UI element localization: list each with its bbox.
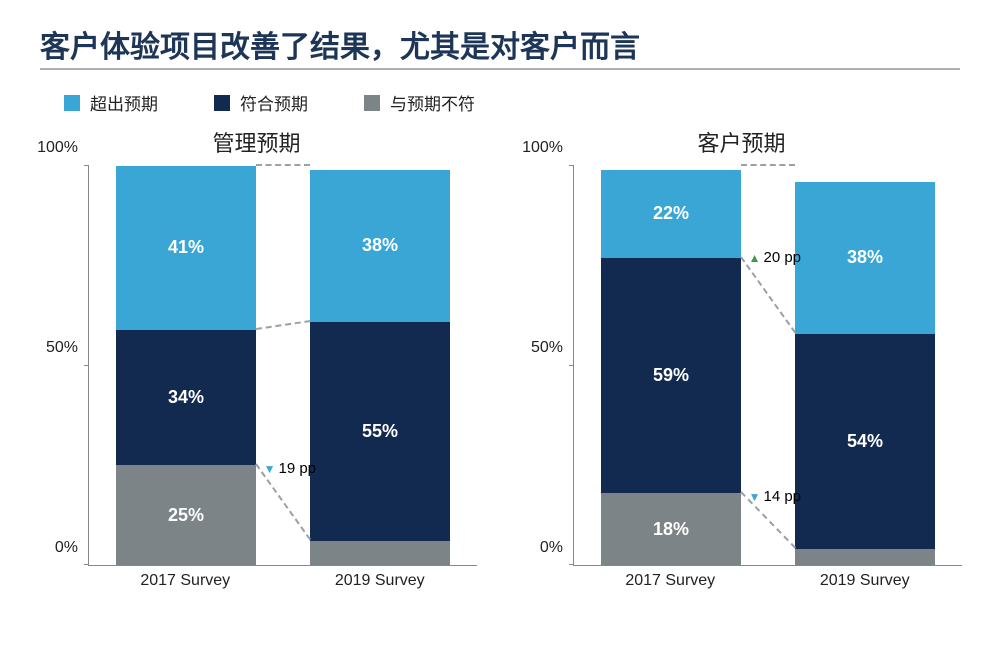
y-tick-label: 0% — [540, 539, 563, 557]
legend-swatch — [64, 95, 80, 111]
bar-segment-meet: 34% — [116, 330, 256, 466]
bars: 25%34%41% 6%55%38% — [89, 166, 477, 565]
bar-segment-not: 25% — [116, 465, 256, 565]
plot-area: 25%34%41%6%55%38%▼19 pp — [88, 166, 477, 566]
x-tick-label: 2019 Survey — [283, 566, 478, 596]
triangle-up-icon: ▲ — [749, 251, 761, 265]
bar-segment-exc: 41% — [116, 166, 256, 330]
delta-callout: ▼14 pp — [749, 488, 801, 505]
delta-callout: ▼19 pp — [264, 460, 316, 477]
legend-item-exceed: 超出预期 — [64, 90, 158, 115]
y-tick-label: 50% — [531, 339, 563, 357]
bar-slot: 25%34%41% — [89, 166, 283, 565]
legend-label: 超出预期 — [90, 90, 158, 115]
bar-slot: 18%59%22% — [574, 166, 768, 565]
stacked-bar: 4%54%38% — [795, 166, 935, 565]
x-axis: 2017 Survey2019 Survey — [88, 566, 477, 596]
stacked-bar: 25%34%41% — [116, 166, 256, 565]
bar-segment-not: 4% — [795, 549, 935, 565]
x-tick-label: 2019 Survey — [768, 566, 963, 596]
plot: 0%50%100%25%34%41%6%55%38%▼19 pp2017 Sur… — [88, 166, 477, 596]
delta-text: 14 pp — [763, 488, 801, 505]
page-title: 客户体验项目改善了结果，尤其是对客户而言 — [40, 22, 640, 66]
x-tick-label: 2017 Survey — [88, 566, 283, 596]
title-underline — [40, 68, 960, 70]
bar-segment-meet: 59% — [601, 258, 741, 493]
legend-label: 符合预期 — [240, 90, 308, 115]
bar-segment-exc: 38% — [795, 182, 935, 334]
y-tick-label: 50% — [46, 339, 78, 357]
chart: 客户预期0%50%100%18%59%22%4%54%38%▲20 pp▼14 … — [509, 126, 974, 596]
y-axis: 0%50%100% — [509, 166, 569, 566]
y-tick-label: 100% — [37, 139, 78, 157]
bar-segment-exc: 22% — [601, 170, 741, 258]
bar-segment-meet: 55% — [310, 322, 450, 541]
bar-slot: 6%55%38% — [283, 166, 477, 565]
bar-segment-exc: 38% — [310, 170, 450, 322]
bar-segment-meet: 54% — [795, 334, 935, 549]
chart-title: 客户预期 — [509, 126, 974, 158]
chart-title: 管理预期 — [24, 126, 489, 158]
bar-segment-not: 6% — [310, 541, 450, 565]
bar-segment-not: 18% — [601, 493, 741, 565]
legend-item-notmeet: 与预期不符 — [364, 90, 475, 115]
delta-callout: ▲20 pp — [749, 249, 801, 266]
y-tick-label: 0% — [55, 539, 78, 557]
y-axis: 0%50%100% — [24, 166, 84, 566]
y-tick-label: 100% — [522, 139, 563, 157]
delta-text: 20 pp — [763, 249, 801, 266]
plot-area: 18%59%22%4%54%38%▲20 pp▼14 pp — [573, 166, 962, 566]
legend-label: 与预期不符 — [390, 90, 475, 115]
legend: 超出预期 符合预期 与预期不符 — [64, 90, 475, 115]
x-axis: 2017 Survey2019 Survey — [573, 566, 962, 596]
x-tick-label: 2017 Survey — [573, 566, 768, 596]
legend-swatch — [364, 95, 380, 111]
delta-text: 19 pp — [278, 460, 316, 477]
stacked-bar: 6%55%38% — [310, 166, 450, 565]
plot: 0%50%100%18%59%22%4%54%38%▲20 pp▼14 pp20… — [573, 166, 962, 596]
legend-swatch — [214, 95, 230, 111]
charts-row: 管理预期0%50%100%25%34%41%6%55%38%▼19 pp2017… — [24, 126, 974, 596]
triangle-down-icon: ▼ — [264, 462, 276, 476]
stacked-bar: 18%59%22% — [601, 166, 741, 565]
chart: 管理预期0%50%100%25%34%41%6%55%38%▼19 pp2017… — [24, 126, 489, 596]
legend-item-meet: 符合预期 — [214, 90, 308, 115]
triangle-down-icon: ▼ — [749, 490, 761, 504]
